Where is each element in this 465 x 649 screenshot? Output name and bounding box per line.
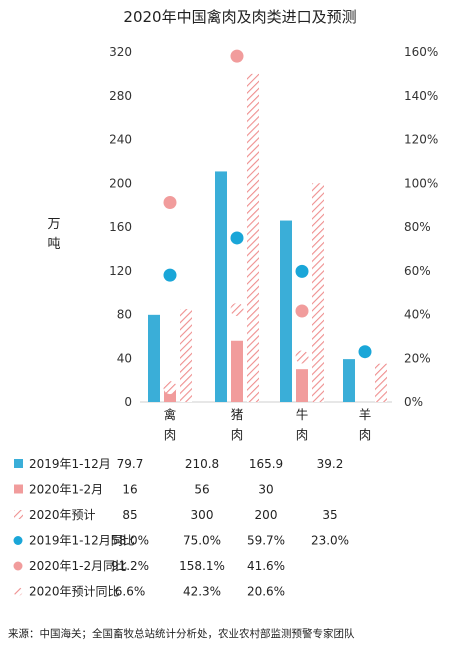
- bar: [280, 220, 292, 402]
- right-tick-label: 140%: [404, 89, 438, 103]
- chart-title: 2020年中国禽肉及肉类进口及预测: [123, 8, 356, 26]
- legend-label: 2019年1-12月同比: [29, 534, 135, 548]
- y-axis-label: 吨: [47, 237, 60, 252]
- legend-swatch: [14, 510, 23, 519]
- left-tick-label: 320: [109, 45, 132, 59]
- category-label: 禽: [164, 407, 177, 422]
- right-tick-label: 60%: [404, 264, 431, 278]
- legend-swatch: [13, 587, 23, 596]
- data-label: 79.7: [117, 457, 144, 471]
- category-label: 牛: [296, 407, 309, 422]
- legend-label: 2019年1-12月: [29, 457, 111, 471]
- bar: [148, 314, 160, 402]
- left-tick-label: 200: [109, 176, 132, 190]
- bar: [231, 340, 243, 402]
- legend-label: 2020年预计: [29, 508, 96, 522]
- y-axis-label: 万: [47, 217, 60, 232]
- legend-label: 2020年1-2月同比: [29, 559, 127, 573]
- bar: [375, 363, 387, 402]
- data-label: 41.6%: [247, 559, 285, 573]
- right-tick-label: 100%: [404, 176, 438, 190]
- left-tick-label: 240: [109, 133, 132, 147]
- data-label: 56: [194, 483, 209, 497]
- bar: [343, 359, 355, 402]
- legend-table: 2019年1-12月 79.7 210.8 165.9 39.2 2020年1-2月 16 5…: [13, 457, 349, 599]
- dot: [163, 196, 177, 209]
- right-tick-label: 160%: [404, 45, 438, 59]
- left-tick-label: 40: [117, 351, 132, 365]
- category-label: 肉: [296, 427, 309, 442]
- data-label: 58.0%: [111, 534, 149, 548]
- data-label: 6.6%: [115, 585, 146, 599]
- legend-swatch: [13, 536, 23, 545]
- data-label: 16: [122, 483, 137, 497]
- legend-swatch: [14, 484, 23, 494]
- data-label: 23.0%: [311, 534, 349, 548]
- dot: [163, 268, 177, 282]
- bar: [247, 73, 259, 402]
- legend-label: 2020年1-2月: [29, 483, 103, 497]
- right-tick-label: 120%: [404, 133, 438, 147]
- bar: [312, 183, 324, 402]
- data-label: 85: [122, 508, 137, 522]
- data-label: 35: [322, 508, 337, 522]
- right-tick-label: 0%: [404, 395, 423, 409]
- data-label: 39.2: [317, 457, 344, 471]
- dot: [163, 381, 177, 395]
- dot: [295, 304, 309, 318]
- left-tick-label: 0: [124, 395, 132, 409]
- dot: [295, 264, 309, 278]
- bar: [296, 369, 308, 402]
- category-label: 肉: [359, 427, 372, 442]
- data-label: 158.1%: [179, 559, 225, 573]
- bar: [180, 309, 192, 402]
- category-label: 肉: [231, 427, 244, 442]
- data-label: 165.9: [249, 457, 283, 471]
- data-label: 20.6%: [247, 585, 285, 599]
- legend-swatch: [14, 459, 23, 468]
- category-label: 肉: [164, 427, 177, 442]
- dot: [230, 231, 244, 245]
- category-label: 猪: [231, 407, 244, 422]
- dot: [358, 345, 372, 359]
- axes: 0 40 80 120 160 200 240 280 320 0% 20% 40% 60% 80% 100…: [47, 45, 438, 442]
- left-tick-label: 280: [109, 89, 132, 103]
- data-label: 200: [255, 508, 278, 522]
- right-tick-label: 40%: [404, 308, 431, 322]
- dot: [230, 302, 244, 316]
- data-label: 30: [258, 483, 273, 497]
- category-label: 羊: [359, 407, 372, 422]
- left-tick-label: 160: [109, 220, 132, 234]
- right-tick-label: 20%: [404, 351, 431, 365]
- data-label: 91.2%: [111, 559, 149, 573]
- legend-swatch: [13, 561, 23, 571]
- legend-label: 2020年预计同比: [29, 585, 120, 599]
- dot: [295, 350, 309, 364]
- source-note: 来源：中国海关；全国畜牧总站统计分析处，农业农村部监测预警专家团队: [8, 627, 355, 640]
- data-label: 42.3%: [183, 585, 221, 599]
- dot: [230, 49, 244, 63]
- data-label: 300: [191, 508, 214, 522]
- plot-area: [148, 49, 387, 402]
- data-label: 75.0%: [183, 534, 221, 548]
- right-tick-label: 80%: [404, 220, 431, 234]
- left-tick-label: 120: [109, 264, 132, 278]
- left-tick-label: 80: [117, 308, 132, 322]
- bar: [215, 171, 227, 402]
- data-label: 210.8: [185, 457, 219, 471]
- data-label: 59.7%: [247, 534, 285, 548]
